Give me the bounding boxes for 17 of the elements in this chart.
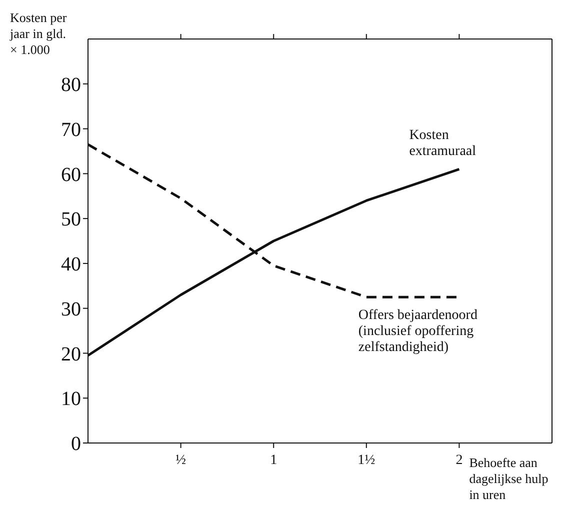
y-tick-label: 30 xyxy=(61,298,81,320)
y-axis-title: Kosten per jaar in gld. × 1.000 xyxy=(9,10,68,57)
y-tick-label: 60 xyxy=(61,164,81,186)
y-tick-label: 20 xyxy=(61,343,81,366)
x-tick-label: 2 xyxy=(456,452,463,468)
y-tick-label: 40 xyxy=(61,254,81,276)
x-tick-label: ½ xyxy=(176,452,186,468)
x-tick-label: 1½ xyxy=(358,452,376,468)
y-tick-label: 10 xyxy=(61,388,81,410)
y-tick-label: 50 xyxy=(61,208,81,231)
series-label: Kosten extramuraal xyxy=(409,128,476,160)
y-tick-label: 0 xyxy=(71,433,81,456)
y-tick-label: 80 xyxy=(61,74,81,96)
y-tick-label: 70 xyxy=(61,118,81,141)
x-tick-label: 1 xyxy=(270,452,278,468)
series-label: Offers bejaardenoord (inclusief opoffering zelfstandigheid) xyxy=(358,308,478,356)
x-axis-title: Behoefte aan dagelijkse hulp in uren xyxy=(469,455,548,502)
